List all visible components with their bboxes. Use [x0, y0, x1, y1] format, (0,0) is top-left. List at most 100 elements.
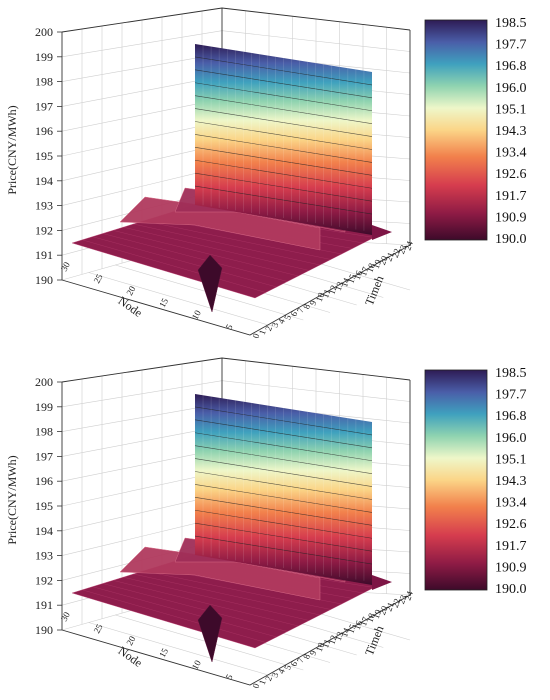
colorbar-tick-label: 196.0 — [495, 81, 527, 96]
z-tick-label: 191 — [35, 598, 53, 612]
surface-mesh-line — [123, 576, 310, 621]
time-tick-label: 4 — [276, 317, 287, 325]
z-ticks: 190 191 192 193 194 195 196 197 198 199 200 — [35, 25, 62, 287]
z-tick-label: 200 — [35, 375, 53, 389]
contour-line — [194, 185, 373, 215]
z-tick-label: 192 — [35, 223, 53, 237]
node-axis-label: Node — [116, 294, 145, 320]
grid-line-floor — [88, 272, 277, 328]
time-tick-label: 9 — [307, 299, 318, 307]
z-tick-label: 199 — [35, 400, 53, 414]
surface-dip — [197, 254, 223, 313]
time-tick-label: 7 — [295, 656, 306, 664]
colorbar-tick-label: 192.6 — [495, 167, 527, 182]
contour-line — [194, 82, 373, 112]
colorbar-tick-label: 194.3 — [495, 474, 527, 489]
time-tick-label: 18 — [364, 611, 377, 623]
time-tick-label: 14 — [339, 626, 352, 638]
contour-line — [194, 432, 373, 462]
colorbar-tick-label: 196.0 — [495, 431, 527, 446]
chart-panel-2: 190191192193194195196197198199200Price(C… — [5, 357, 527, 690]
time-tick-label: 8 — [301, 302, 312, 310]
contour-line — [194, 56, 373, 86]
contour-line — [194, 522, 373, 552]
z-tick-label: 193 — [35, 199, 53, 213]
z-ticks: 190 191 192 193 194 195 196 197 198 199 200 — [35, 375, 62, 637]
z-axis-label: Price(CNY/MWh) — [5, 105, 19, 194]
time-axis-label: Timeh — [362, 624, 387, 658]
time-tick-label: 8 — [301, 652, 312, 660]
time-tick-label: 11 — [320, 638, 332, 650]
surface-mesh-line — [82, 589, 266, 643]
z-tick-label: 193 — [35, 549, 53, 563]
colorbar: 198.5 197.7 196.8 196.0 195.1 194.3 193.4 192.6… — [424, 366, 527, 597]
time-tick-label: 11 — [320, 288, 332, 300]
contour-line — [194, 419, 373, 449]
grid-line-floor — [88, 622, 277, 678]
colorbar-tick-label: 194.3 — [495, 124, 527, 139]
z-tick-label: 200 — [35, 25, 53, 39]
colorbar-tick-label: 196.8 — [495, 409, 527, 424]
time-tick-label: 5 — [282, 663, 293, 671]
time-tick-label: 18 — [364, 261, 377, 273]
surface-mesh-line — [143, 220, 331, 260]
surface-mesh-line — [92, 586, 277, 638]
colorbar-tick-label: 195.1 — [495, 452, 527, 467]
time-tick-label: 13 — [333, 630, 346, 642]
surface-mesh-line — [102, 233, 288, 282]
node-tick-label: 15 — [157, 646, 170, 659]
time-tick-label: 15 — [345, 622, 358, 634]
colorbar-tick-label: 198.5 — [495, 366, 527, 381]
time-tick-label: 10 — [314, 291, 327, 303]
z-tick-label: 196 — [35, 474, 53, 488]
colorbar-gradient — [424, 19, 488, 241]
surface-mesh-line — [92, 236, 277, 288]
time-tick-label: 21 — [383, 251, 395, 263]
time-tick-label: 21 — [383, 601, 395, 613]
contour-line — [194, 406, 373, 436]
z-tick-label: 197 — [35, 449, 53, 463]
surface-mesh-line — [112, 580, 299, 627]
z-tick-label: 198 — [35, 425, 53, 439]
time-tick-label: 12 — [326, 284, 338, 296]
surface-edge — [372, 225, 392, 240]
time-tick-label: 15 — [345, 272, 358, 284]
time-tick-label: 12 — [326, 634, 338, 646]
time-tick-label: 5 — [282, 313, 293, 321]
surface-peak-wall — [195, 394, 372, 585]
surface-peak-wall — [195, 44, 372, 235]
surface-dip — [197, 604, 223, 663]
time-tick-label: 17 — [358, 265, 371, 277]
z-tick-label: 192 — [35, 573, 53, 587]
surface-ridge — [119, 546, 321, 601]
time-tick-label: 2 — [263, 675, 274, 683]
time-tick-label: 14 — [339, 276, 352, 288]
contour-line — [194, 445, 373, 474]
time-tick-label: 19 — [371, 608, 384, 620]
contour-line — [194, 509, 373, 539]
z-axis-label: Price(CNY/MWh) — [5, 455, 19, 544]
z-tick-label: 195 — [35, 499, 53, 513]
colorbar-tick-label: 197.7 — [495, 388, 527, 403]
time-tick-label: 4 — [276, 667, 287, 675]
time-tick-label: 20 — [377, 604, 390, 616]
contour-line — [194, 147, 373, 176]
price-surface — [71, 394, 392, 663]
z-tick-label: 199 — [35, 50, 53, 64]
time-tick-label: 16 — [352, 269, 365, 281]
contour-line — [194, 159, 373, 189]
colorbar-tick-label: 197.7 — [495, 38, 527, 53]
node-tick-label: 10 — [190, 658, 203, 671]
contour-line — [194, 172, 373, 202]
time-tick-label: 23 — [396, 243, 409, 255]
colorbar-tick-label: 193.4 — [495, 496, 527, 511]
surface-mesh-line — [82, 239, 266, 293]
z-tick-label: 190 — [35, 623, 53, 637]
time-tick-label: 1 — [257, 328, 268, 336]
colorbar-tick-label: 190.0 — [495, 582, 527, 597]
time-tick-label: 10 — [314, 641, 327, 653]
surface-edge — [372, 575, 392, 590]
colorbar-tick-label: 190.9 — [495, 560, 527, 575]
surface-mesh-line — [133, 573, 321, 616]
